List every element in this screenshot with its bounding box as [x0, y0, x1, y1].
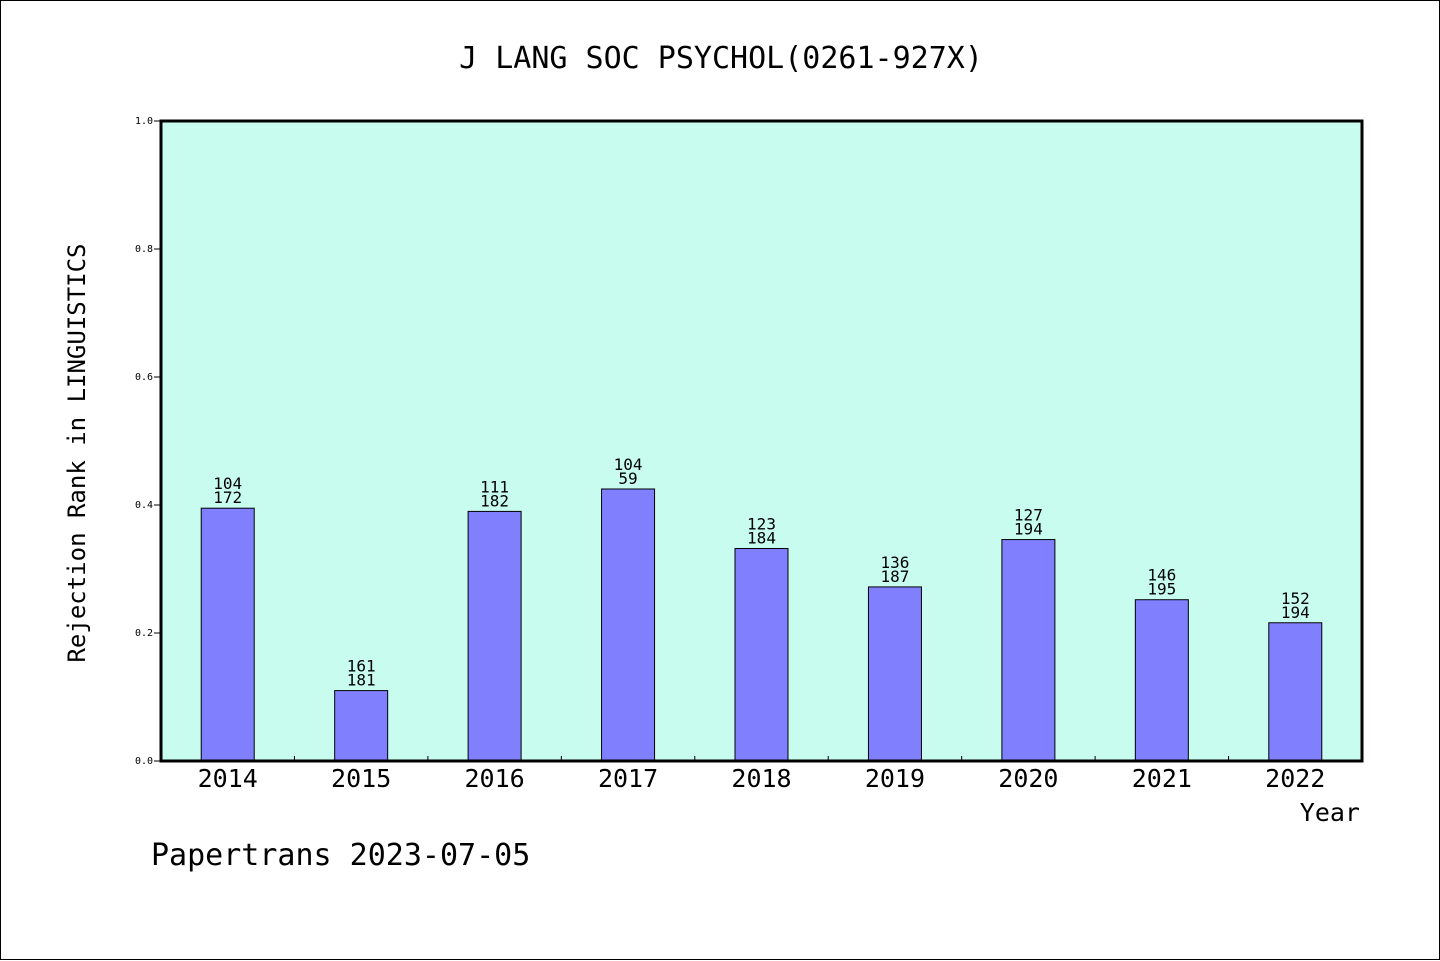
bar-label-bottom: 181 — [347, 671, 376, 690]
bar-label-bottom: 172 — [213, 488, 242, 507]
bar-label-top: 152 — [1281, 589, 1310, 608]
x-tick-label: 2015 — [331, 764, 391, 793]
y-tick-label: 0.0 — [135, 756, 153, 767]
y-tick-label: 0.4 — [135, 500, 153, 511]
x-tick-label: 2020 — [998, 764, 1058, 793]
bar — [1001, 539, 1056, 762]
bar-label-bottom: 194 — [1281, 603, 1310, 622]
y-tick-label: 1.0 — [135, 116, 153, 127]
bar — [1134, 599, 1189, 762]
x-tick-label: 2017 — [598, 764, 658, 793]
bar-label-top: 161 — [347, 657, 376, 676]
y-axis: 0.0 0.2 0.4 0.6 0.8 1.0 — [135, 116, 161, 767]
chart-title: J LANG SOC PSYCHOL(0261-927X) — [459, 41, 983, 76]
bar-label-bottom: 187 — [880, 567, 909, 586]
bar-label-top: 104 — [213, 474, 242, 493]
x-tick-label: 2018 — [731, 764, 791, 793]
bars — [200, 488, 1323, 762]
bar — [467, 510, 522, 762]
plot-frame — [159, 119, 1364, 763]
y-axis-label: Rejection Rank in LINGUISTICS — [63, 243, 91, 662]
x-tick-label: 2019 — [865, 764, 925, 793]
bar — [334, 690, 389, 762]
bar-label-top: 111 — [480, 477, 509, 496]
bar-label-bottom: 182 — [480, 491, 509, 510]
bar-label-bottom: 194 — [1014, 520, 1043, 539]
bar-label-top: 146 — [1147, 566, 1176, 585]
x-axis-label: Year — [1300, 798, 1360, 827]
bar-label-top: 127 — [1014, 506, 1043, 525]
footer-watermark-text: Papertrans 2023-07-05 — [151, 838, 530, 873]
bar — [601, 488, 656, 762]
bar-label-top: 123 — [747, 515, 776, 534]
bar-label-top: 104 — [614, 455, 643, 474]
bar — [200, 507, 255, 762]
bar-labels: 1041721611811111821045912318413618712719… — [213, 455, 1309, 690]
bar-label-top: 136 — [880, 553, 909, 572]
bar — [867, 586, 922, 762]
x-axis: 2014 2015 2016 2017 2018 2019 2020 2021 2022 — [198, 756, 1325, 793]
x-tick-label: 2022 — [1265, 764, 1325, 793]
x-tick-label: 2014 — [198, 764, 258, 793]
y-tick-label: 0.8 — [135, 244, 153, 255]
bar — [734, 548, 789, 762]
x-tick-label: 2021 — [1132, 764, 1192, 793]
bar — [1268, 622, 1323, 762]
bar-label-bottom: 184 — [747, 529, 776, 548]
x-tick-label: 2016 — [465, 764, 525, 793]
bar-label-bottom: 195 — [1147, 580, 1176, 599]
bar-label-bottom: 59 — [618, 469, 637, 488]
y-tick-label: 0.2 — [135, 628, 153, 639]
y-tick-label: 0.6 — [135, 372, 153, 383]
